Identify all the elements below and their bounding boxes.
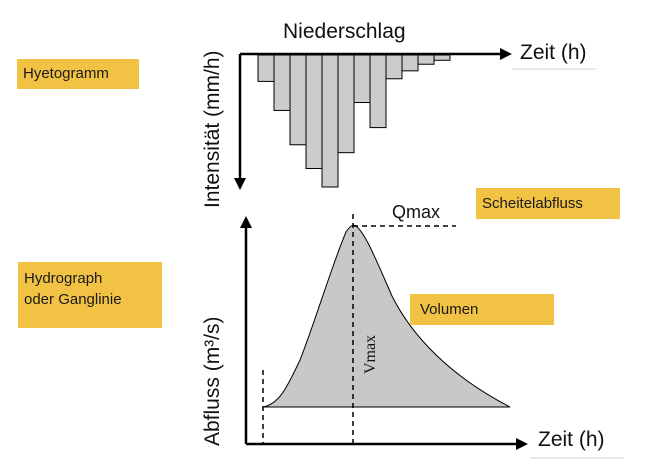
volumen-label-box: Volumen xyxy=(410,294,554,325)
hyetograph-bar xyxy=(401,54,419,72)
hyetogramm-label: Hyetogramm xyxy=(23,65,109,82)
hyetograph-title: Niederschlag xyxy=(283,20,406,43)
hyetograph-bar xyxy=(257,54,275,82)
scheitelabfluss-label: Scheitelabfluss xyxy=(482,195,583,212)
hyetograph-bar xyxy=(321,54,339,188)
peak-flow-label: Qmax xyxy=(392,202,440,222)
hyetograph-bar xyxy=(305,54,323,170)
hyetograph-intensity-axis-arrowhead xyxy=(234,178,246,190)
hydrograph-time-axis-arrowhead xyxy=(516,438,528,450)
hydrograph-y-axis-label: Abfluss (m³/s) xyxy=(201,316,224,446)
hydrograph-label-box: Hydrograph oder Ganglinie xyxy=(18,262,162,328)
hydrograph-flow-axis-arrowhead xyxy=(240,216,252,228)
hyetograph-x-axis-label: Zeit (h) xyxy=(520,41,587,64)
hyetograph-bar xyxy=(337,54,355,154)
scheitelabfluss-label-box: Scheitelabfluss xyxy=(476,188,620,219)
volume-axis-label: Vmax xyxy=(362,335,379,374)
hyetograph-time-axis-arrowhead xyxy=(500,48,512,60)
hydrograph: Qmax Vmax Zeit (h) Abfluss (m³/s) xyxy=(201,202,624,459)
hyetograph-bar xyxy=(353,54,371,104)
volumen-label: Volumen xyxy=(420,301,479,318)
hyetograph-bar xyxy=(273,54,291,111)
hyetograph-bars xyxy=(257,54,451,188)
hyetograph: Niederschlag Zeit (h) Intensität (mm/h) xyxy=(201,20,596,208)
hyetograph-y-axis-label: Intensität (mm/h) xyxy=(201,50,224,208)
hyetogramm-label-box: Hyetogramm xyxy=(17,59,139,89)
hydrograph-label-line1: Hydrograph xyxy=(24,270,103,287)
hyetograph-bar xyxy=(289,54,307,146)
hyetograph-bar xyxy=(417,54,435,65)
hydrograph-x-axis-label: Zeit (h) xyxy=(538,428,605,451)
hyetograph-bar xyxy=(433,54,451,61)
hyetograph-bar xyxy=(385,54,403,80)
hyetograph-bar xyxy=(369,54,387,129)
hydrograph-label-line2: oder Ganglinie xyxy=(24,291,122,308)
